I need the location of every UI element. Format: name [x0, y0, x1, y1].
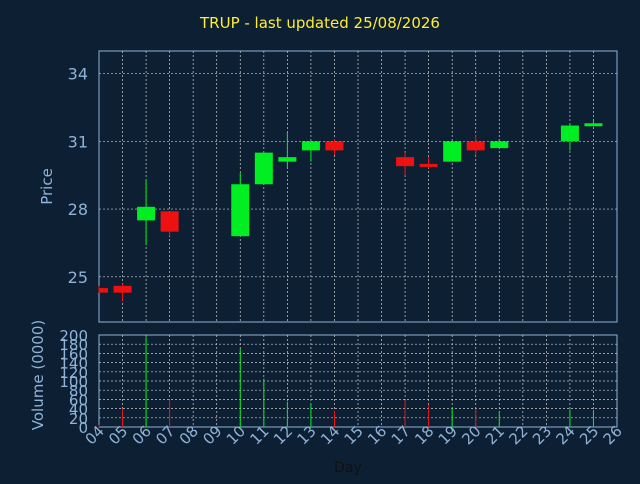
candle-body	[160, 211, 179, 232]
x-tick-label: 20	[458, 422, 484, 448]
candle-body	[137, 206, 156, 221]
x-tick-label: 10	[223, 422, 249, 448]
x-tick-label: 09	[199, 422, 225, 448]
price-y-tick-label: 25	[68, 268, 88, 287]
candle-body	[113, 285, 132, 293]
price-y-tick-label: 31	[68, 132, 88, 151]
x-tick-label: 08	[176, 422, 202, 448]
price-axis-label: Price	[38, 168, 56, 205]
candle-body	[490, 141, 509, 149]
candle-body	[301, 141, 320, 151]
x-tick-label: 25	[576, 422, 602, 448]
x-tick-label: 23	[529, 422, 555, 448]
x-tick-label: 21	[482, 422, 508, 448]
volume-y-tick-label: 120	[59, 364, 88, 382]
x-tick-label: 13	[294, 422, 320, 448]
volume-y-tick-label: 160	[59, 345, 88, 363]
x-tick-label: 14	[317, 422, 343, 448]
candle-body	[443, 141, 462, 162]
candle-body	[99, 288, 108, 293]
candle-body	[231, 184, 250, 237]
volume-y-tick-label: 40	[69, 401, 88, 419]
volume-y-tick-label: 60	[69, 391, 88, 409]
x-tick-label: 19	[435, 422, 461, 448]
x-tick-label: 17	[388, 422, 414, 448]
chart-title: TRUP - last updated 25/08/2026	[200, 14, 440, 32]
x-tick-label: 06	[129, 422, 155, 448]
candle-body	[584, 123, 603, 127]
x-tick-label: 07	[152, 422, 178, 448]
x-tick-label: 05	[105, 422, 131, 448]
price-y-tick-label: 34	[68, 65, 88, 84]
candle-body	[419, 163, 438, 167]
volume-y-tick-label: 200	[59, 327, 88, 345]
candle-body	[254, 152, 273, 185]
x-axis-label: Day	[334, 460, 362, 476]
candle-body	[396, 157, 415, 167]
x-tick-label: 11	[246, 422, 272, 448]
x-tick-label: 12	[270, 422, 296, 448]
volume-y-tick-label: 20	[69, 410, 88, 428]
candle-body	[278, 157, 297, 162]
x-tick-label: 26	[600, 422, 626, 448]
x-tick-label: 22	[505, 422, 531, 448]
volume-y-tick-label: 80	[69, 382, 88, 400]
candle-body	[560, 125, 579, 142]
volume-y-tick-label: 0	[78, 419, 88, 437]
volume-y-tick-label: 180	[59, 336, 88, 354]
volume-axis-label: Volume (0000)	[29, 320, 47, 430]
x-tick-label: 24	[553, 422, 579, 448]
candle-body	[325, 141, 344, 151]
candle-body	[466, 141, 485, 151]
x-tick-label: 15	[341, 422, 367, 448]
volume-y-tick-label: 100	[59, 373, 88, 391]
x-tick-label: 18	[411, 422, 437, 448]
price-y-tick-label: 28	[68, 200, 88, 219]
volume-y-tick-label: 140	[59, 355, 88, 373]
x-tick-label: 16	[364, 422, 390, 448]
